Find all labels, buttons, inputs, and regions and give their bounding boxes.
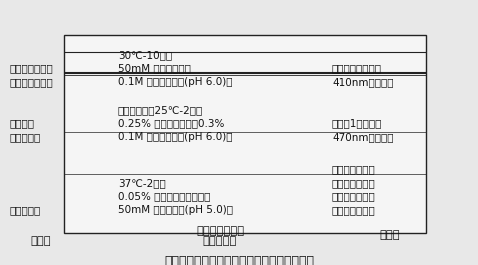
Text: キチナーゼ: キチナーゼ xyxy=(10,205,41,215)
Text: 変化を1分間測定: 変化を1分間測定 xyxy=(332,118,382,129)
Text: 酵素反応液: 酵素反応液 xyxy=(203,236,237,246)
Text: 50mM カテコール、: 50mM カテコール、 xyxy=(118,64,191,73)
Text: 酵素名: 酵素名 xyxy=(30,236,51,246)
Text: 末端量をシャー: 末端量をシャー xyxy=(332,178,376,188)
Text: オキシダーゼ: オキシダーゼ xyxy=(10,64,54,73)
Text: 反応温度・時間: 反応温度・時間 xyxy=(196,226,244,236)
Text: 変化を１分間測定: 変化を１分間測定 xyxy=(332,64,382,73)
Text: 0.05% グリコールキチン、: 0.05% グリコールキチン、 xyxy=(118,192,210,201)
Text: ペルオキシ: ペルオキシ xyxy=(10,132,41,142)
Text: ダーゼ: ダーゼ xyxy=(10,118,35,129)
Text: 50mM 酢酸緩衝液(pH 5.0)、: 50mM 酢酸緩衝液(pH 5.0)、 xyxy=(118,205,233,215)
Text: 30℃-10分間: 30℃-10分間 xyxy=(118,50,172,60)
Text: 410nmの吸光度: 410nmの吸光度 xyxy=(332,77,393,87)
Text: 表１．チャ病害抵抗性関連酵素の活性測定法: 表１．チャ病害抵抗性関連酵素の活性測定法 xyxy=(164,255,314,265)
Text: 470nmの吸光度: 470nmの吸光度 xyxy=(332,132,393,142)
Text: 生成する還元糖: 生成する還元糖 xyxy=(332,192,376,201)
Text: 37℃-2時間: 37℃-2時間 xyxy=(118,178,166,188)
Text: 過酸化水素、25℃-2分間: 過酸化水素、25℃-2分間 xyxy=(118,105,203,115)
Text: ポリフェノール: ポリフェノール xyxy=(10,77,54,87)
Text: 0.1M りん酸緩衝液(pH 6.0)、: 0.1M りん酸緩衝液(pH 6.0)、 xyxy=(118,132,232,142)
Text: レス変法で測定: レス変法で測定 xyxy=(332,165,376,174)
Text: 0.25% グアヤコール、0.3%: 0.25% グアヤコール、0.3% xyxy=(118,118,224,129)
Text: 測定法: 測定法 xyxy=(380,230,400,240)
Text: 0.1M りん酸緩衝液(pH 6.0)、: 0.1M りん酸緩衝液(pH 6.0)、 xyxy=(118,77,232,87)
Text: 酵素反応により: 酵素反応により xyxy=(332,205,376,215)
